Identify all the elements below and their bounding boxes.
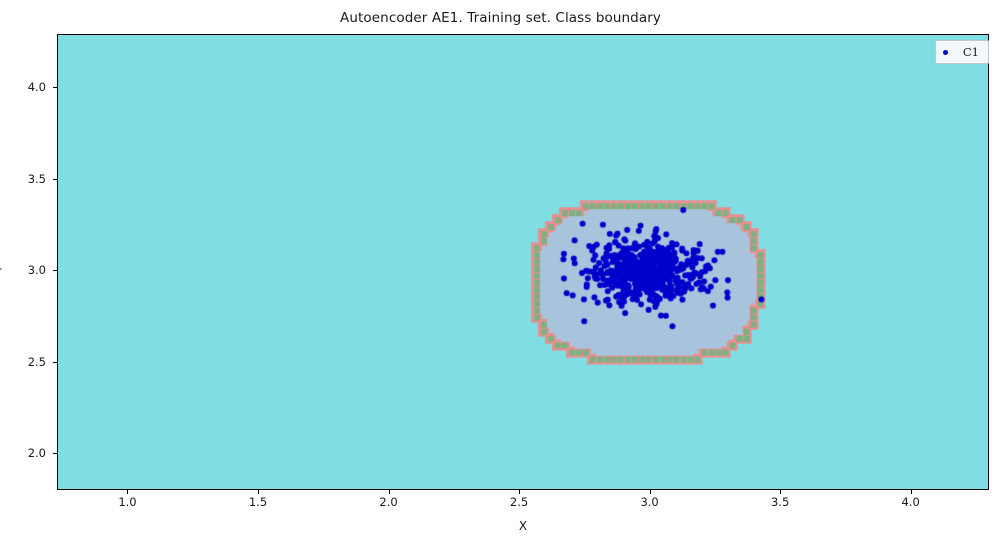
legend-entry: C1 [942, 45, 979, 59]
x-tick-label: 1.0 [118, 495, 137, 509]
y-tickmark [53, 87, 57, 89]
x-tickmark [388, 490, 390, 494]
x-tick-label: 3.5 [770, 495, 790, 509]
y-tick-label: 2.0 [27, 446, 46, 461]
y-tickmark [53, 361, 57, 363]
x-tick-label: 1.5 [248, 495, 268, 509]
x-tickmark [649, 490, 651, 494]
y-tick-label: 4.0 [27, 80, 46, 95]
legend-marker-icon [942, 49, 948, 55]
x-tickmark [519, 490, 521, 494]
y-tickmark [53, 270, 57, 272]
y-tickmark [53, 453, 57, 455]
y-tickmark [53, 178, 57, 180]
x-tick-label: 3.0 [640, 495, 659, 509]
plot-area [57, 34, 989, 490]
y-tick-label: 2.5 [27, 354, 46, 369]
x-tickmark [127, 490, 129, 494]
x-tickmark [910, 490, 912, 494]
x-tick-label: 4.0 [901, 495, 920, 509]
chart-title: Autoencoder AE1. Training set. Class bou… [340, 10, 661, 26]
y-axis-label: Y [0, 265, 5, 272]
y-tick-label: 3.0 [27, 263, 46, 278]
y-tick-label: 3.5 [27, 171, 46, 186]
y-axis-tick-labels: 2.0 2.5 3.0 3.5 4.0 [0, 0, 46, 547]
legend-label: C1 [962, 45, 979, 59]
chart-legend: C1 [934, 40, 989, 64]
x-tickmark [780, 490, 782, 494]
x-tick-label: 2.5 [509, 495, 529, 509]
scatter-plot-canvas [58, 35, 988, 489]
x-tick-label: 2.0 [379, 495, 398, 509]
x-axis-label: X [518, 519, 528, 533]
x-tickmark [258, 490, 260, 494]
